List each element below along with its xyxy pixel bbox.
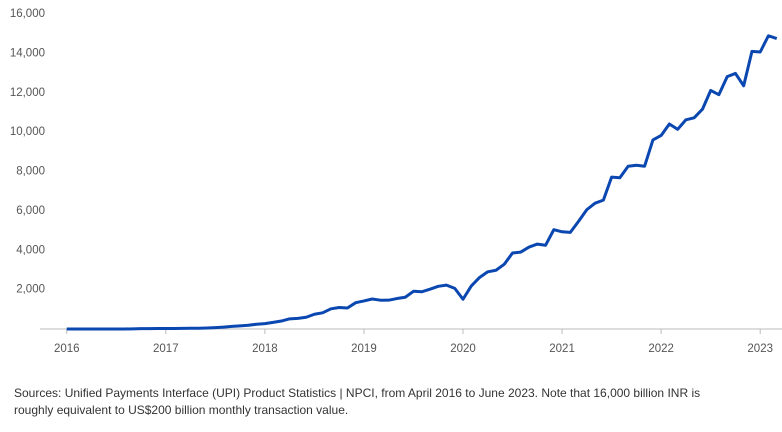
y-tick-label: 16,000 (10, 8, 45, 20)
y-tick-label: 12,000 (10, 87, 45, 99)
x-tick-label: 2021 (549, 343, 575, 355)
source-note: Sources: Unified Payments Interface (UPI… (14, 386, 701, 417)
x-tick-label: 2022 (648, 343, 674, 355)
x-tick-label: 2019 (351, 343, 377, 355)
x-tick-label: 2023 (747, 343, 773, 355)
y-tick-label: 10,000 (10, 126, 45, 138)
data-line (66, 34, 778, 331)
chart: -2,0004,0006,0008,00010,00012,00014,0001… (10, 8, 782, 355)
y-tick-label: 14,000 (10, 47, 45, 59)
x-tick-label: 2020 (450, 343, 476, 355)
y-tick-label: 4,000 (16, 244, 45, 256)
x-tick-label: 2016 (54, 343, 80, 355)
x-tick-label: 2017 (153, 343, 179, 355)
x-tick-label: 2018 (252, 343, 278, 355)
y-tick-label: 8,000 (16, 166, 45, 178)
y-tick-label: 2,000 (16, 284, 45, 296)
y-tick-label: 6,000 (16, 205, 45, 217)
